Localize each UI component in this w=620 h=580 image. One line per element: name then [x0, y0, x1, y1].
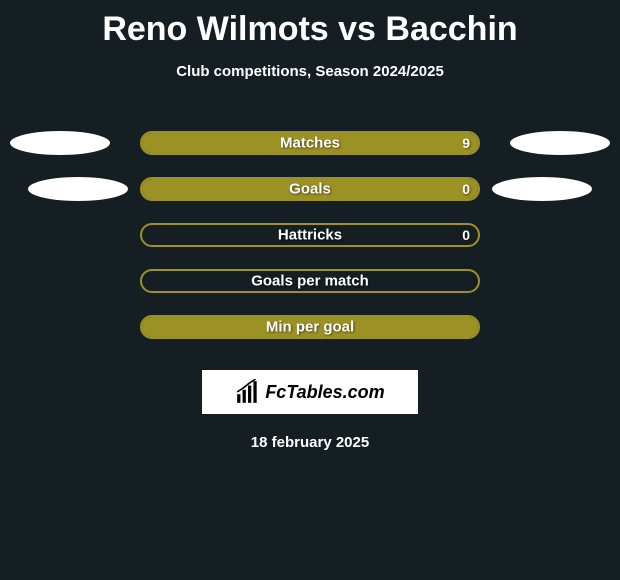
stat-bar: Goals per match	[140, 269, 480, 293]
stat-label: Goals	[289, 181, 331, 198]
stat-bar: Hattricks 0	[140, 223, 480, 247]
chart-icon	[235, 379, 261, 405]
player-right-ellipse	[510, 131, 610, 155]
stat-bar: Goals 0	[140, 177, 480, 201]
stat-row: Goals 0	[0, 166, 620, 212]
stat-row: Goals per match	[0, 258, 620, 304]
stat-row: Min per goal	[0, 304, 620, 350]
logo-content: FcTables.com	[235, 379, 384, 405]
chart-area: Matches 9 Goals 0 Hattricks 0 Goals per match M…	[0, 120, 620, 350]
player-left-ellipse	[10, 131, 110, 155]
player-right-ellipse	[492, 177, 592, 201]
logo-text: FcTables.com	[265, 382, 384, 403]
page-title: Reno Wilmots vs Bacchin	[0, 0, 620, 49]
stat-label: Matches	[280, 135, 340, 152]
stat-label: Goals per match	[251, 273, 369, 290]
player-left-ellipse	[28, 177, 128, 201]
stat-row: Matches 9	[0, 120, 620, 166]
subtitle: Club competitions, Season 2024/2025	[0, 63, 620, 80]
stat-bar: Min per goal	[140, 315, 480, 339]
stat-bar: Matches 9	[140, 131, 480, 155]
logo-box: FcTables.com	[202, 370, 418, 414]
stat-label: Min per goal	[266, 319, 354, 336]
stat-value-right: 0	[462, 227, 470, 243]
stat-value-right: 0	[462, 181, 470, 197]
stat-label: Hattricks	[278, 227, 342, 244]
stat-row: Hattricks 0	[0, 212, 620, 258]
date-text: 18 february 2025	[0, 434, 620, 451]
stat-value-right: 9	[462, 135, 470, 151]
